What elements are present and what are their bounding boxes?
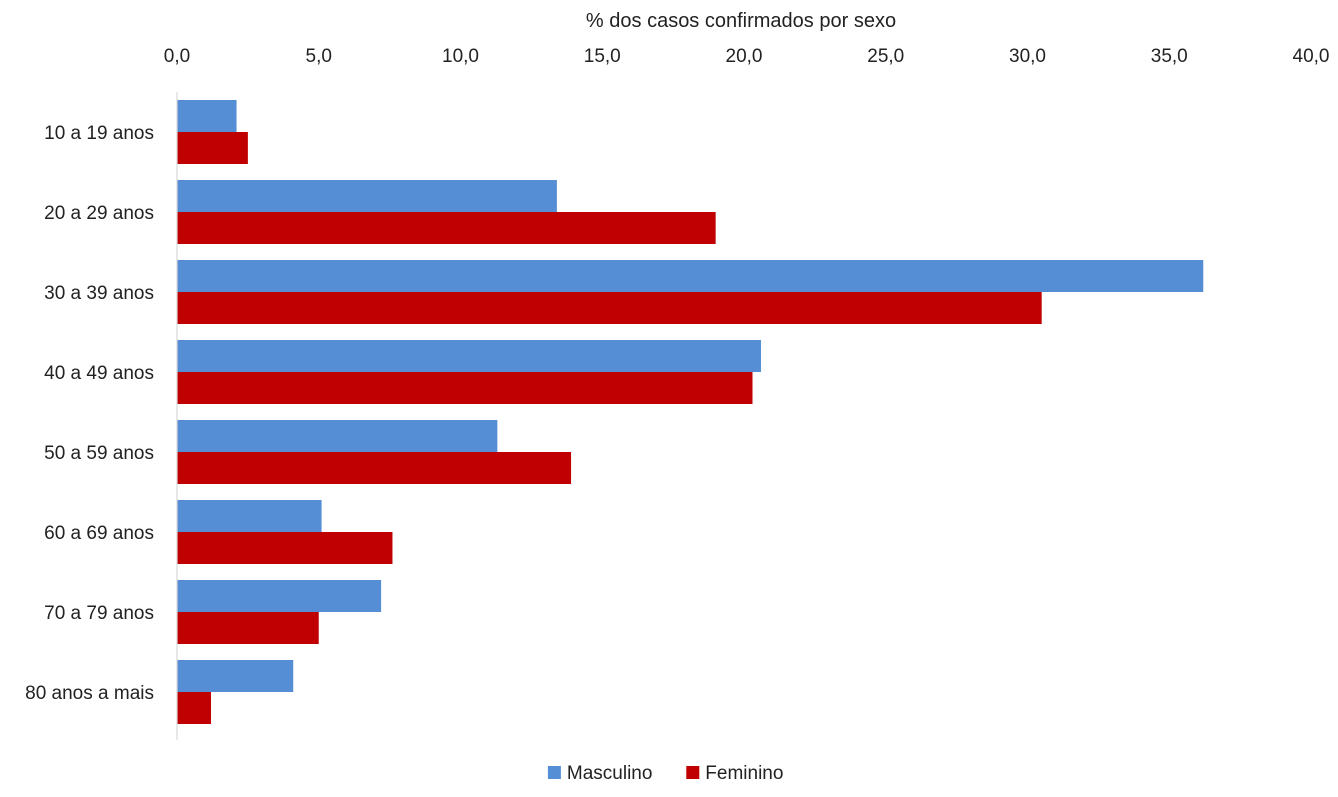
y-category-label: 50 a 59 anos (44, 443, 154, 464)
bar-feminino (177, 692, 212, 724)
bar-feminino (177, 292, 1042, 324)
bars (177, 100, 1204, 724)
bar-masculino (177, 340, 762, 372)
bar-masculino (177, 100, 237, 132)
bar-masculino (177, 500, 322, 532)
y-category-label: 20 a 29 anos (44, 203, 154, 224)
y-category-label: 40 a 49 anos (44, 363, 154, 384)
x-axis-title: % dos casos confirmados por sexo (586, 10, 896, 32)
bar-masculino (177, 180, 557, 212)
bar-masculino (177, 660, 294, 692)
x-tick-label: 20,0 (726, 46, 763, 67)
x-tick-label: 5,0 (306, 46, 332, 67)
legend: Masculino Feminino (547, 763, 783, 784)
x-tick-label: 25,0 (867, 46, 904, 67)
legend-label-masculino: Masculino (567, 763, 653, 784)
y-category-label: 10 a 19 anos (44, 123, 154, 144)
x-tick-label: 10,0 (442, 46, 479, 67)
legend-swatch-feminino (686, 766, 700, 779)
bar-feminino (177, 532, 393, 564)
y-category-label: 30 a 39 anos (44, 283, 154, 304)
x-tick-label: 30,0 (1009, 46, 1046, 67)
bar-feminino (177, 612, 319, 644)
x-axis-tick-labels: 0,0 5,0 10,0 15,0 20,0 25,0 30,0 35,0 40,0 (164, 46, 1330, 67)
bar-feminino (177, 372, 753, 404)
bar-masculino (177, 420, 498, 452)
legend-label-feminino: Feminino (705, 763, 783, 784)
x-tick-label: 0,0 (164, 46, 190, 67)
y-category-label: 60 a 69 anos (44, 523, 154, 544)
y-category-label: 70 a 79 anos (44, 603, 154, 624)
y-category-label: 80 anos a mais (25, 683, 154, 704)
x-tick-label: 35,0 (1151, 46, 1188, 67)
bar-masculino (177, 260, 1204, 292)
bar-feminino (177, 212, 716, 244)
bar-feminino (177, 452, 572, 484)
bar-masculino (177, 580, 382, 612)
x-tick-label: 15,0 (584, 46, 621, 67)
legend-swatch-masculino (547, 766, 561, 779)
bar-feminino (177, 132, 248, 164)
y-axis-category-labels: 10 a 19 anos 20 a 29 anos 30 a 39 anos 40 a… (25, 123, 154, 704)
x-tick-label: 40,0 (1293, 46, 1330, 67)
